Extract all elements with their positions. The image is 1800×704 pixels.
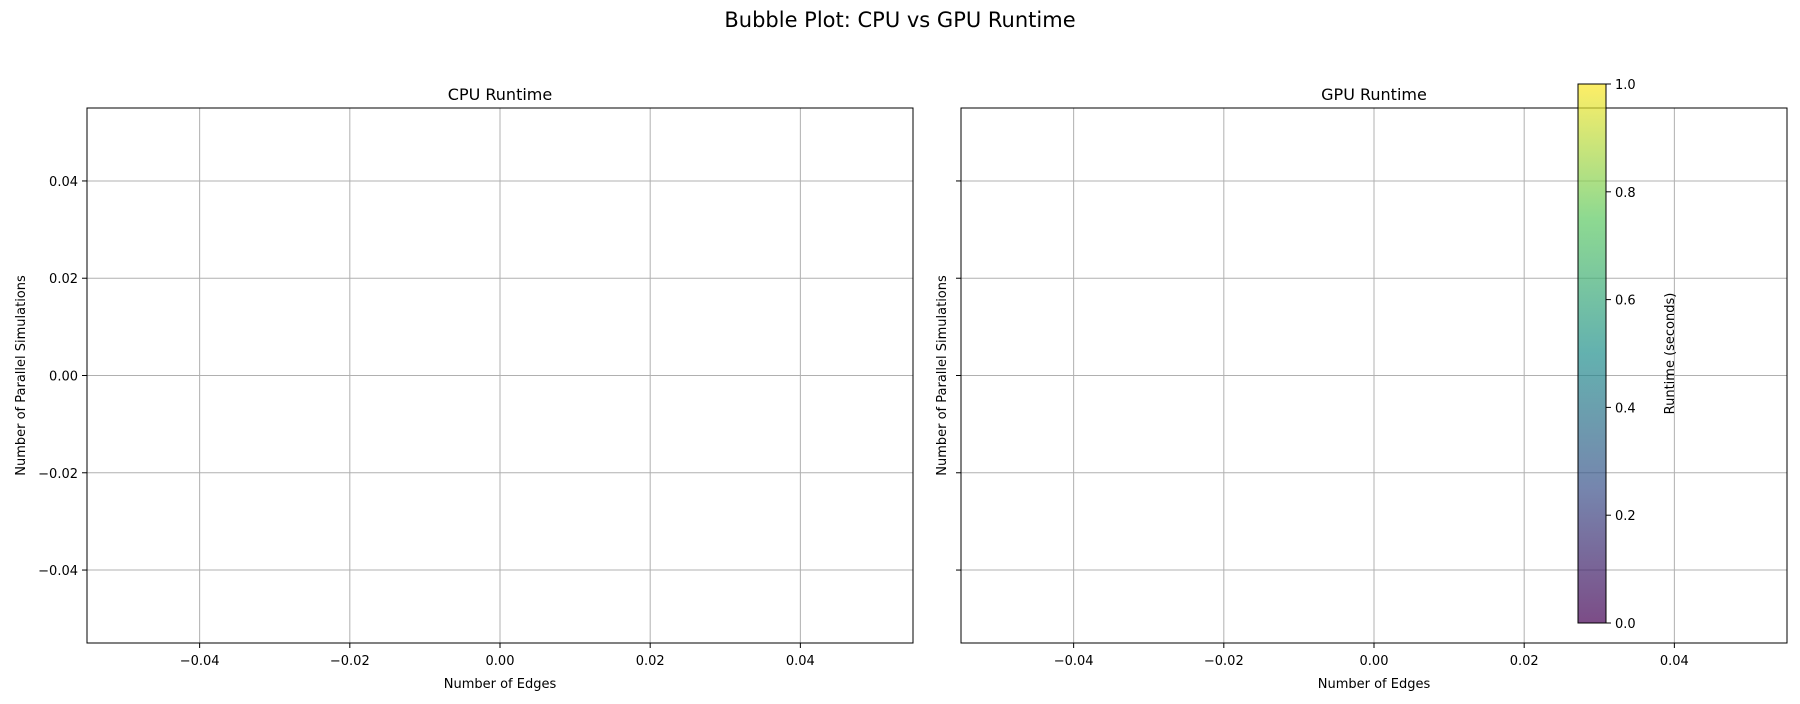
panel-1-title: CPU Runtime — [448, 85, 552, 104]
panel-1-ylabel: Number of Parallel Simulations — [14, 275, 29, 476]
panel-2-xlabel: Number of Edges — [1318, 677, 1431, 692]
panel-1-ytick-label-1: −0.02 — [38, 467, 78, 482]
panel-2-xtick-label-4: 0.04 — [1660, 654, 1689, 669]
colorbar-gradient — [1578, 84, 1606, 623]
panel-2-title: GPU Runtime — [1321, 85, 1427, 104]
colorbar-frame — [1577, 83, 1607, 624]
panel-1-xlabel: Number of Edges — [444, 677, 557, 692]
colorbar-tick-label-5: 1.0 — [1615, 78, 1636, 93]
panel-1-ytick-label-3: 0.02 — [49, 272, 78, 287]
panel-1-ytick-label-4: 0.04 — [49, 175, 78, 190]
panel-2-xtick-label-3: 0.02 — [1510, 654, 1539, 669]
panel-1-ytick-label-0: −0.04 — [38, 564, 78, 579]
panel-1-xtick-label-1: −0.02 — [330, 654, 370, 669]
panel-1-xtick-label-3: 0.02 — [636, 654, 665, 669]
panel-2-xtick-label-1: −0.02 — [1204, 654, 1244, 669]
colorbar-tick-label-3: 0.6 — [1615, 294, 1636, 309]
colorbar-tick-label-4: 0.8 — [1615, 186, 1636, 201]
colorbar-label: Runtime (seconds) — [1663, 293, 1678, 415]
panel-2-ylabel: Number of Parallel Simulations — [935, 275, 950, 476]
colorbar-tick-label-2: 0.4 — [1615, 401, 1636, 416]
colorbar-tick-label-0: 0.0 — [1615, 617, 1636, 632]
panel-1-ytick-label-2: 0.00 — [49, 370, 78, 385]
panel-2-xtick-label-2: 0.00 — [1360, 654, 1389, 669]
colorbar-tick-label-1: 0.2 — [1615, 509, 1636, 524]
panel-2-xtick-label-0: −0.04 — [1054, 654, 1094, 669]
panel-1-xtick-label-0: −0.04 — [180, 654, 220, 669]
panel-1-xtick-label-4: 0.04 — [786, 654, 815, 669]
figure-title: Bubble Plot: CPU vs GPU Runtime — [724, 8, 1076, 32]
panel-1-xtick-label-2: 0.00 — [486, 654, 515, 669]
